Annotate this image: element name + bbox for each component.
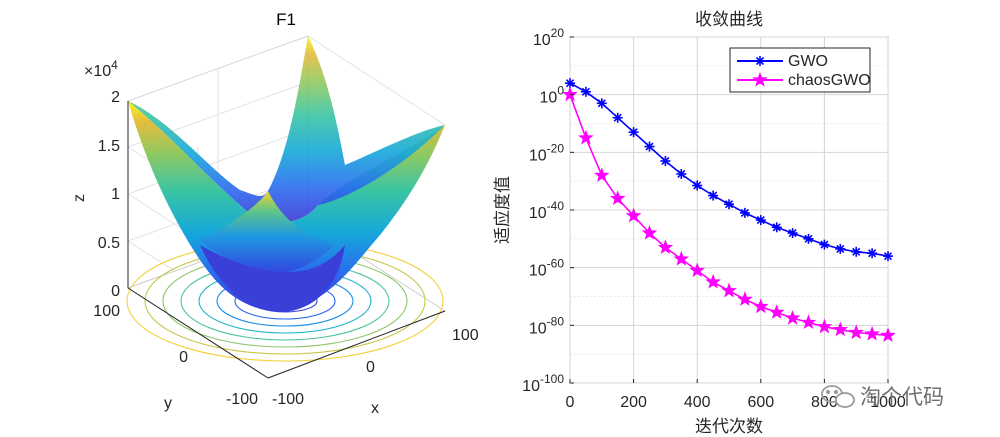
y-tick-label: 10-100: [522, 372, 564, 395]
x-tick-label: 1000: [870, 394, 906, 411]
x-axis-label: x: [371, 400, 379, 417]
y-tick-label: 10-60: [529, 257, 564, 280]
y-tick-label: 1020: [533, 26, 564, 49]
z-tick-label: 1: [111, 186, 120, 203]
data-point-GWO: [819, 239, 830, 250]
watermark-text: 淘个代码: [860, 385, 944, 409]
data-point-GWO: [771, 222, 782, 233]
data-point-chaosGWO: [753, 298, 769, 314]
data-point-chaosGWO: [625, 207, 642, 223]
legend-gwo-label: GWO: [788, 53, 828, 70]
data-point-GWO: [867, 248, 878, 259]
data-point-chaosGWO: [562, 86, 578, 102]
legend-box: [729, 47, 871, 93]
legend-gwo-symbol: [755, 56, 765, 66]
y-tick-label: 10-20: [529, 141, 564, 164]
z-tick-label: 0: [111, 283, 120, 300]
x-tick-label: 400: [684, 394, 711, 411]
watermark: 淘个代码: [821, 385, 944, 409]
data-point-GWO: [755, 215, 766, 226]
convergence-xlabel: 迭代次数: [695, 417, 763, 437]
z-axis-label: z: [71, 194, 88, 202]
data-point-GWO: [644, 141, 655, 152]
data-point-GWO: [883, 251, 893, 262]
z-tick-label: 0.5: [98, 235, 120, 252]
data-point-chaosGWO: [737, 291, 753, 306]
y-tick-label: 10-80: [529, 314, 564, 337]
legend: GWO chaosGWO: [729, 47, 871, 93]
x-ticks: 0 200 400 600 800 1000: [566, 379, 906, 411]
data-point-chaosGWO: [721, 282, 737, 298]
data-point-chaosGWO: [848, 324, 864, 340]
legend-chaos-symbol: [752, 71, 768, 87]
surface-plot: 2 1.5 1 0.5 0 ×104 z 100 0 -100 y -100 0…: [71, 10, 479, 417]
legend-chaos-label: chaosGWO: [788, 72, 871, 89]
x-tick-label: 100: [452, 327, 479, 344]
data-point-GWO: [803, 233, 814, 244]
x-tick-label: 600: [747, 394, 774, 411]
data-point-GWO: [692, 180, 703, 191]
y-tick-label: 10-40: [529, 199, 564, 222]
x-tick-label: -100: [272, 391, 304, 408]
x-tick-label: 0: [566, 394, 575, 411]
data-point-GWO: [580, 86, 591, 97]
legend-chaos-marker: [752, 71, 768, 87]
y-tick-label: -100: [226, 391, 258, 408]
data-point-GWO: [596, 98, 607, 109]
data-point-GWO: [851, 246, 862, 257]
data-point-chaosGWO: [864, 325, 880, 341]
data-point-chaosGWO: [641, 224, 658, 240]
data-point-chaosGWO: [800, 314, 817, 330]
data-point-GWO: [835, 243, 846, 254]
data-point-GWO: [660, 155, 671, 166]
legend-gwo-marker: [755, 56, 765, 66]
surface-title: F1: [276, 10, 296, 29]
data-point-GWO: [787, 228, 798, 239]
convergence-title: 收敛曲线: [695, 10, 763, 30]
data-point-GWO: [612, 112, 623, 123]
y-tick-label: 100: [93, 303, 120, 320]
data-point-GWO: [724, 199, 734, 210]
z-tick-label: 1.5: [98, 138, 120, 155]
y-axis-line: [127, 287, 269, 379]
z-exponent: ×104: [84, 58, 118, 80]
series-layer: [562, 78, 896, 343]
y-tick-label: 0: [179, 349, 188, 366]
data-point-chaosGWO: [880, 327, 896, 343]
y-axis-label: y: [164, 395, 172, 412]
data-point-chaosGWO: [816, 318, 833, 334]
data-point-GWO: [708, 190, 719, 201]
z-tick-label: 2: [111, 89, 120, 106]
x-tick-label: 800: [811, 394, 838, 411]
data-point-chaosGWO: [578, 129, 594, 145]
data-point-chaosGWO: [594, 167, 610, 183]
convergence-plot: 1020 100 10-20 10-40 10-60 10-80 10-100 0 200 40…: [493, 10, 906, 437]
data-point-GWO: [739, 207, 750, 218]
data-point-chaosGWO: [705, 273, 721, 289]
x-tick-label: 0: [366, 359, 375, 376]
data-point-GWO: [676, 168, 687, 179]
surface-inner-peak: [200, 191, 335, 272]
data-point-chaosGWO: [657, 239, 674, 255]
surface-back-rim: [128, 36, 445, 223]
data-point-chaosGWO: [832, 321, 849, 337]
surface-front: [200, 245, 345, 312]
data-point-GWO: [628, 127, 639, 138]
wechat-icon: [821, 385, 855, 408]
data-point-chaosGWO: [768, 304, 785, 319]
data-point-GWO: [565, 78, 575, 89]
y-ticks: 1020 100 10-20 10-40 10-60 10-80 10-100: [522, 26, 574, 395]
convergence-ylabel: 适应度值: [493, 176, 513, 244]
data-point-chaosGWO: [609, 190, 626, 206]
y-tick-label: 100: [540, 84, 565, 107]
x-axis-line: [267, 310, 446, 379]
data-point-chaosGWO: [784, 309, 801, 325]
x-tick-label: 200: [620, 394, 647, 411]
data-point-chaosGWO: [689, 262, 705, 278]
data-point-chaosGWO: [673, 250, 690, 266]
